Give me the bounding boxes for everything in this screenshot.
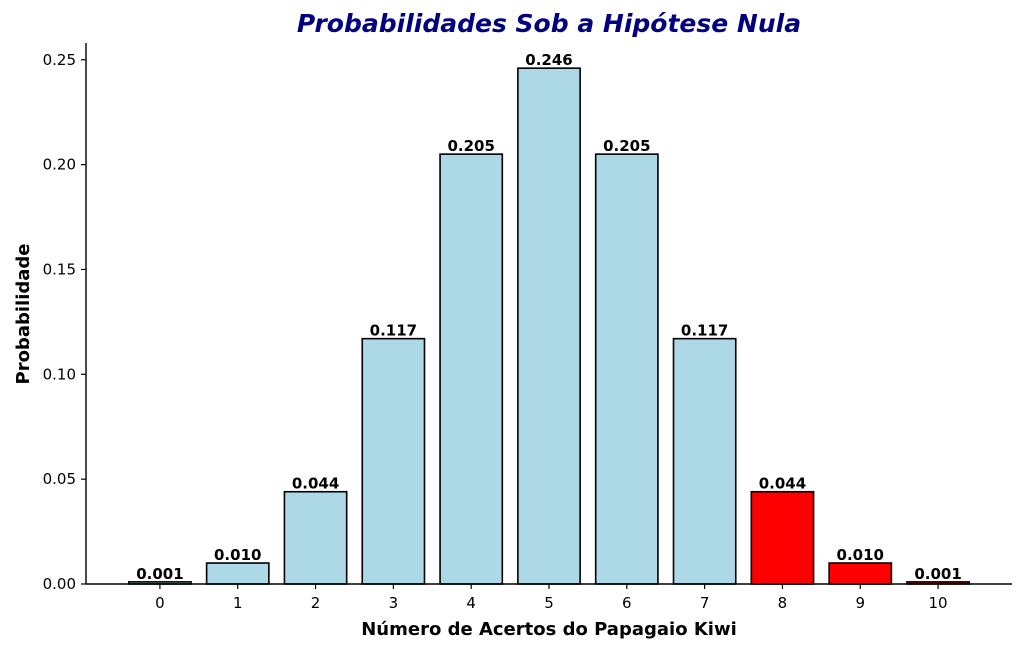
x-axis-label: Número de Acertos do Papagaio Kiwi bbox=[361, 619, 737, 640]
x-tick-label-0: 0 bbox=[155, 594, 165, 612]
bar-3 bbox=[361, 337, 426, 585]
y-tick-label: 0.20 bbox=[43, 156, 76, 174]
x-tick-label-8: 8 bbox=[778, 594, 788, 612]
y-tick-label: 0.15 bbox=[43, 260, 76, 278]
bar-4 bbox=[439, 153, 504, 585]
data-label-8: 0.044 bbox=[759, 475, 806, 493]
bar-1 bbox=[205, 562, 270, 585]
y-axis: 0.00 0.05 0.10 0.15 0.20 0.25 bbox=[43, 43, 87, 593]
x-tick-label-6: 6 bbox=[622, 594, 632, 612]
bar-6 bbox=[594, 153, 659, 585]
data-label-5: 0.246 bbox=[525, 51, 572, 69]
x-axis: 0 1 2 3 4 5 6 7 8 9 10 bbox=[86, 583, 1012, 612]
bar-9 bbox=[828, 562, 893, 585]
data-label-1: 0.010 bbox=[214, 546, 261, 564]
data-label-3: 0.117 bbox=[370, 322, 417, 340]
data-label-0: 0.001 bbox=[136, 565, 183, 583]
data-label-2: 0.044 bbox=[292, 475, 339, 493]
data-label-9: 0.010 bbox=[837, 546, 884, 564]
x-tick-label-3: 3 bbox=[389, 594, 399, 612]
x-tick-label-4: 4 bbox=[466, 594, 476, 612]
y-tick-label: 0.05 bbox=[43, 470, 76, 488]
x-tick-label-9: 9 bbox=[855, 594, 865, 612]
bar-5 bbox=[517, 67, 581, 585]
y-tick-label: 0.00 bbox=[43, 575, 76, 593]
y-tick-label: 0.25 bbox=[43, 51, 76, 69]
bars bbox=[127, 67, 971, 585]
chart-title: Probabilidades Sob a Hipótese Nula bbox=[297, 9, 801, 38]
bar-2 bbox=[283, 490, 348, 585]
x-tick-label-7: 7 bbox=[700, 594, 710, 612]
data-label-6: 0.205 bbox=[603, 137, 650, 155]
x-tick-label-1: 1 bbox=[233, 594, 243, 612]
x-tick-label-2: 2 bbox=[311, 594, 321, 612]
x-tick-label-5: 5 bbox=[544, 594, 554, 612]
data-label-7: 0.117 bbox=[681, 322, 728, 340]
data-labels: 0.001 0.010 0.044 0.117 0.205 0.246 0.205 0.117… bbox=[136, 51, 962, 583]
x-tick-label-10: 10 bbox=[929, 594, 948, 612]
bar-7 bbox=[672, 337, 737, 585]
y-tick-label: 0.10 bbox=[43, 365, 76, 383]
bar-8 bbox=[750, 490, 815, 585]
data-label-4: 0.205 bbox=[447, 137, 494, 155]
data-label-10: 0.001 bbox=[914, 565, 961, 583]
y-axis-label: Probabilidade bbox=[13, 244, 34, 385]
